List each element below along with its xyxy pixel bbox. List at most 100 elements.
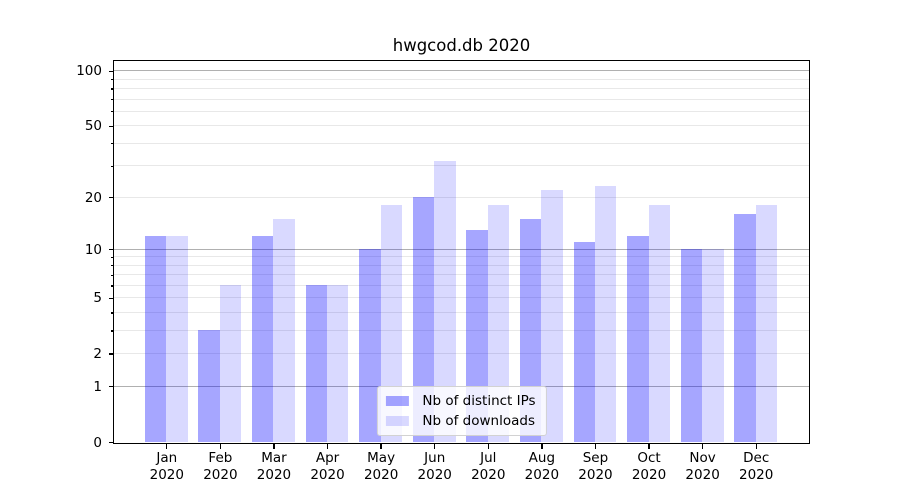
legend-item: Nb of distinct IPs (385, 393, 536, 409)
legend-swatch-distinct-ips (385, 396, 409, 406)
plot-inner: Nb of distinct IPs Nb of downloads (114, 61, 809, 443)
bar-distinct-ips (144, 235, 167, 442)
minor-gridline (114, 284, 809, 286)
y-minor-tick-mark (110, 88, 113, 90)
y-tick-label: 50 (84, 118, 102, 135)
y-axis: 100 50 20 10 5 2 1 0 (0, 62, 113, 451)
bar-downloads (594, 186, 617, 442)
x-tick-label: Jan 2020 (149, 450, 184, 483)
x-tick-mark (541, 444, 543, 449)
y-minor-tick-mark (110, 285, 113, 287)
x-tick-label: Apr 2020 (310, 450, 345, 483)
y-minor-tick-mark (110, 256, 113, 258)
y-tick-label: 100 (76, 63, 102, 80)
x-tick-label: May 2020 (363, 450, 399, 483)
minor-gridline (114, 312, 809, 314)
y-tick-label: 2 (93, 346, 102, 363)
minor-gridline (114, 297, 809, 299)
bar-downloads (648, 205, 670, 442)
bar-downloads (166, 235, 188, 442)
x-tick-mark (648, 444, 650, 449)
legend-label: Nb of downloads (422, 413, 535, 429)
x-tick-mark (487, 444, 489, 449)
x-tick-label: Aug 2020 (524, 450, 560, 483)
x-tick-label: Feb 2020 (203, 450, 238, 483)
bar-distinct-ips (573, 242, 595, 442)
minor-gridline (114, 142, 809, 144)
y-minor-tick-mark (110, 312, 113, 314)
y-tick-label: 10 (84, 241, 102, 258)
x-tick-mark (166, 444, 168, 449)
y-minor-tick-mark (110, 78, 113, 81)
bar-downloads (702, 249, 724, 442)
minor-gridline (114, 165, 809, 167)
bar-distinct-ips (359, 249, 381, 442)
minor-gridline (114, 98, 809, 100)
y-tick-mark (109, 248, 113, 251)
bar-downloads (219, 285, 242, 442)
legend-swatch-downloads (385, 416, 409, 426)
x-tick-label: Oct 2020 (631, 450, 667, 483)
legend: Nb of distinct IPs Nb of downloads (376, 386, 547, 436)
x-tick-mark (594, 444, 597, 449)
x-tick-label: Jun 2020 (417, 450, 452, 483)
y-minor-tick-mark (110, 143, 113, 145)
major-gridline (114, 70, 809, 72)
x-tick-label: Dec 2020 (739, 450, 774, 483)
minor-gridline (114, 274, 809, 276)
minor-gridline (114, 329, 809, 331)
y-minor-tick-mark (110, 98, 113, 101)
minor-gridline (114, 353, 809, 355)
legend-item: Nb of downloads (385, 413, 535, 429)
y-minor-tick-mark (110, 353, 113, 355)
x-tick-label: Sep 2020 (578, 450, 613, 483)
y-tick-label: 1 (93, 378, 102, 395)
y-tick-mark (109, 70, 113, 72)
x-tick-mark (326, 444, 329, 449)
bar-downloads (327, 285, 349, 442)
chart-title: hwgcod.db 2020 (392, 36, 531, 55)
plot-area: Nb of distinct IPs Nb of downloads (113, 60, 810, 444)
minor-gridline (114, 125, 809, 127)
bar-distinct-ips (198, 330, 220, 442)
y-minor-tick-mark (110, 274, 113, 276)
y-minor-tick-mark (110, 330, 113, 332)
y-tick-mark (109, 386, 113, 388)
x-tick-mark (219, 444, 222, 449)
major-gridline (114, 248, 809, 250)
y-minor-tick-mark (110, 265, 113, 267)
x-axis: Jan 2020 Feb 2020 Mar 2020 Apr 2020 May 2020… (113, 444, 810, 494)
y-tick-mark (109, 441, 113, 444)
x-tick-mark (434, 444, 436, 449)
bar-distinct-ips (252, 235, 274, 442)
minor-gridline (114, 196, 809, 198)
minor-gridline (114, 87, 809, 89)
y-minor-tick-mark (110, 196, 113, 199)
minor-gridline (114, 110, 809, 112)
bar-downloads (487, 205, 510, 442)
bar-distinct-ips (627, 235, 649, 442)
y-minor-tick-mark (110, 125, 113, 127)
y-tick-label: 0 (93, 434, 102, 451)
legend-label: Nb of distinct IPs (422, 393, 536, 409)
x-tick-mark (755, 444, 757, 449)
bar-distinct-ips (680, 249, 703, 442)
x-tick-mark (273, 444, 275, 449)
bar-distinct-ips (305, 285, 328, 442)
bar-downloads (380, 205, 403, 442)
bar-downloads (755, 205, 778, 442)
y-tick-label: 5 (93, 290, 102, 307)
minor-gridline (114, 78, 809, 80)
minor-gridline (114, 264, 809, 266)
x-tick-mark (380, 444, 382, 449)
y-minor-tick-mark (110, 165, 113, 167)
x-tick-label: Jul 2020 (471, 450, 506, 483)
bar-distinct-ips (412, 197, 435, 442)
bar-downloads (541, 189, 563, 442)
bar-downloads (273, 218, 295, 442)
x-tick-label: Mar 2020 (256, 450, 292, 483)
x-tick-label: Nov 2020 (685, 450, 720, 483)
y-minor-tick-mark (110, 111, 113, 113)
y-minor-tick-mark (110, 297, 113, 299)
